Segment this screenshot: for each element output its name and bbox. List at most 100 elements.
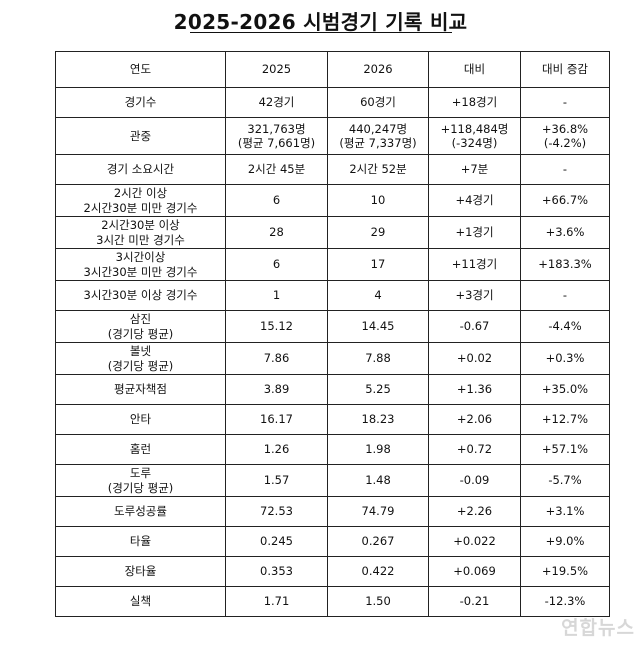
table-row: 3시간이상 3시간30분 미만 경기수 6 17 +11경기 +183.3% — [55, 248, 610, 281]
value-2025-line: 7.86 — [263, 351, 290, 366]
value-pct: +19.5% — [520, 556, 610, 587]
value-2025-line: 1.57 — [263, 473, 290, 488]
value-pct: +3.1% — [520, 496, 610, 527]
row-label: 평균자책점 — [55, 374, 226, 405]
value-diff: +0.022 — [428, 526, 521, 557]
row-label-line: (경기당 평균) — [107, 480, 174, 495]
value-2025-line: 72.53 — [260, 504, 293, 519]
value-diff: -0.67 — [428, 310, 521, 343]
value-diff-line: +18경기 — [451, 95, 498, 110]
value-2026-line: 60경기 — [360, 95, 396, 110]
value-2026-line: 14.45 — [361, 319, 395, 334]
value-2025: 72.53 — [225, 496, 328, 527]
value-pct: +9.0% — [520, 526, 610, 557]
value-pct: +66.7% — [520, 184, 610, 217]
row-label-line: 3시간30분 이상 경기수 — [83, 288, 198, 303]
value-diff: +3경기 — [428, 280, 521, 311]
value-pct-line: -12.3% — [544, 594, 586, 609]
value-2026-line: 0.267 — [361, 534, 395, 549]
value-diff: +0.72 — [428, 434, 521, 465]
value-pct-line: - — [562, 288, 568, 303]
row-label-line: 장타율 — [124, 564, 157, 579]
value-2025: 1 — [225, 280, 328, 311]
table-row: 볼넷 (경기당 평균) 7.86 7.88 +0.02 +0.3% — [55, 342, 610, 375]
value-diff: +2.06 — [428, 404, 521, 435]
value-pct-line: +3.1% — [545, 504, 585, 519]
row-label: 경기수 — [55, 87, 226, 118]
value-diff-line: +0.02 — [456, 351, 493, 366]
row-label: 관중 — [55, 117, 226, 155]
value-2026-line: 4 — [374, 288, 382, 303]
value-2025: 3.89 — [225, 374, 328, 405]
value-2026-line: 29 — [370, 225, 386, 240]
row-label-line: 안타 — [129, 412, 152, 427]
value-pct: +36.8% (-4.2%) — [520, 117, 610, 155]
page-title: 2025-2026 시범경기 기록 비교 — [173, 10, 468, 34]
row-label-line: (경기당 평균) — [107, 358, 174, 373]
table-row: 타율 0.245 0.267 +0.022 +9.0% — [55, 526, 610, 557]
value-2025: 42경기 — [225, 87, 328, 118]
value-2025: 2시간 45분 — [225, 154, 328, 185]
header-pct: 대비 증감 — [520, 51, 610, 88]
value-2025-line: 6 — [272, 193, 281, 208]
value-2026: 74.79 — [327, 496, 429, 527]
value-2026-line: 0.422 — [361, 564, 395, 579]
value-diff: +2.26 — [428, 496, 521, 527]
value-2025-line: 16.17 — [260, 412, 293, 427]
value-diff-line: +11경기 — [451, 257, 498, 272]
row-label-line: 삼진 — [129, 312, 152, 327]
header-year: 연도 — [55, 51, 226, 88]
value-2026: 0.422 — [327, 556, 429, 587]
value-diff-line: -0.21 — [459, 594, 490, 609]
value-2026-line: 18.23 — [361, 412, 395, 427]
value-diff-line: +2.06 — [456, 412, 493, 427]
row-label: 3시간이상 3시간30분 미만 경기수 — [55, 248, 226, 281]
value-2025-line: 0.245 — [260, 534, 293, 549]
row-label-line: 평균자책점 — [114, 382, 167, 397]
value-2025-line: 1.71 — [263, 594, 290, 609]
watermark: 연합뉴스 — [561, 617, 635, 639]
value-2026: 2시간 52분 — [327, 154, 429, 185]
value-diff-line: +0.022 — [453, 534, 496, 549]
value-2025-line: 28 — [269, 225, 284, 240]
header-diff: 대비 — [428, 51, 521, 88]
title-underline — [190, 32, 452, 33]
table-row: 도루성공률 72.53 74.79 +2.26 +3.1% — [55, 496, 610, 527]
row-label: 볼넷 (경기당 평균) — [55, 342, 226, 375]
row-label-line: 3시간 미만 경기수 — [96, 232, 185, 247]
value-2025-line: 6 — [272, 257, 281, 272]
value-2026-line: 1.48 — [365, 473, 391, 488]
table-row: 장타율 0.353 0.422 +0.069 +19.5% — [55, 556, 610, 587]
row-label: 2시간30분 이상 3시간 미만 경기수 — [55, 216, 226, 249]
value-2025-line: 1 — [272, 288, 281, 303]
value-pct: +183.3% — [520, 248, 610, 281]
value-pct-line: +57.1% — [541, 442, 589, 457]
value-pct: +0.3% — [520, 342, 610, 375]
table-row: 2시간 이상 2시간30분 미만 경기수 6 10 +4경기 +66.7% — [55, 184, 610, 217]
value-2026-line: 7.88 — [365, 351, 391, 366]
value-2026-line: 440,247명 — [348, 121, 408, 136]
value-pct-line: +35.0% — [541, 382, 589, 397]
row-label: 경기 소요시간 — [55, 154, 226, 185]
value-diff: +18경기 — [428, 87, 521, 118]
value-2026-line: 17 — [370, 257, 386, 272]
value-pct: - — [520, 87, 610, 118]
row-label-line: 도루 — [129, 466, 152, 481]
row-label-line: 3시간이상 — [115, 250, 166, 265]
value-2026: 17 — [327, 248, 429, 281]
value-2026: 10 — [327, 184, 429, 217]
table-row: 삼진 (경기당 평균) 15.12 14.45 -0.67 -4.4% — [55, 310, 610, 343]
value-pct-line: - — [562, 95, 568, 110]
table-row: 관중 321,763명 (평균 7,661명) 440,247명 (평균 7,337명)… — [55, 117, 610, 155]
value-diff-line: -0.09 — [459, 473, 490, 488]
row-label: 안타 — [55, 404, 226, 435]
value-2026: 29 — [327, 216, 429, 249]
table-row: 도루 (경기당 평균) 1.57 1.48 -0.09 -5.7% — [55, 464, 610, 497]
value-2025-line: 42경기 — [258, 95, 295, 110]
value-diff-line: +1.36 — [456, 382, 493, 397]
table-row: 2시간30분 이상 3시간 미만 경기수 28 29 +1경기 +3.6% — [55, 216, 610, 249]
value-2026-line: 2시간 52분 — [349, 162, 407, 177]
value-2026: 4 — [327, 280, 429, 311]
value-2025: 28 — [225, 216, 328, 249]
header-2026: 2026 — [327, 51, 429, 88]
